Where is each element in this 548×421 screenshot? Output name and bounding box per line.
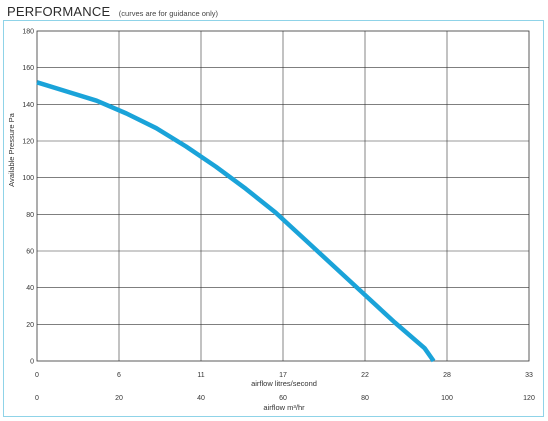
y-tick-label: 140 xyxy=(22,102,34,109)
y-tick-label: 160 xyxy=(22,65,34,72)
y-tick-label: 40 xyxy=(26,285,34,292)
chart-panel xyxy=(3,20,544,417)
x2-tick-label: 0 xyxy=(35,395,39,402)
x2-tick-label: 80 xyxy=(361,395,369,402)
y-tick-label: 0 xyxy=(30,359,34,366)
chart-header: PERFORMANCE (curves are for guidance onl… xyxy=(7,3,218,21)
x2-tick-label: 60 xyxy=(279,395,287,402)
x2-tick-label: 40 xyxy=(197,395,205,402)
x-tick-label: 33 xyxy=(525,372,533,379)
x2-tick-label: 20 xyxy=(115,395,123,402)
x-tick-label: 28 xyxy=(443,372,451,379)
x2-axis-label: airflow m³/hr xyxy=(263,403,305,412)
chart-title: PERFORMANCE xyxy=(7,4,111,19)
y-axis-label: Available Pressure Pa xyxy=(7,112,16,186)
x-axis-label: airflow litres/second xyxy=(251,379,317,388)
x-tick-label: 17 xyxy=(279,372,287,379)
x2-tick-label: 120 xyxy=(523,395,535,402)
x-tick-label: 22 xyxy=(361,372,369,379)
x-tick-label: 0 xyxy=(35,372,39,379)
x-tick-label: 6 xyxy=(117,372,121,379)
y-tick-label: 20 xyxy=(26,322,34,329)
x-tick-label: 11 xyxy=(197,372,204,379)
x2-axis-ticks: 0 20 40 60 80 100 120 xyxy=(35,395,535,402)
x-axis-ticks: 0 6 11 17 22 28 33 xyxy=(35,372,533,379)
grid xyxy=(36,30,530,362)
y-tick-label: 100 xyxy=(22,175,34,182)
y-tick-label: 180 xyxy=(22,29,34,36)
y-axis-ticks: 0 20 40 60 80 100 120 140 160 180 xyxy=(22,29,34,366)
y-tick-label: 80 xyxy=(26,212,34,219)
performance-curve xyxy=(36,80,436,363)
y-tick-label: 120 xyxy=(22,139,34,146)
series-group xyxy=(36,80,436,363)
chart-subtitle: (curves are for guidance only) xyxy=(118,9,218,18)
y-tick-label: 60 xyxy=(26,249,34,256)
x2-tick-label: 100 xyxy=(441,395,453,402)
